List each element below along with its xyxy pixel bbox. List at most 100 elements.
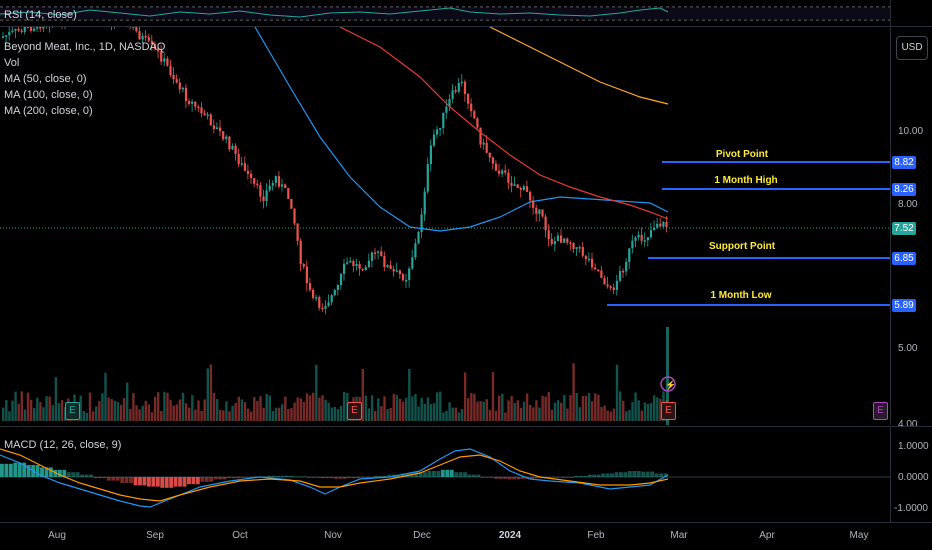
volume-bar xyxy=(560,402,563,421)
macd-histogram-bar xyxy=(316,477,321,478)
volume-bar xyxy=(188,407,191,421)
earnings-badge[interactable]: E xyxy=(65,402,80,420)
candle xyxy=(463,81,467,95)
candle xyxy=(597,269,600,271)
candle xyxy=(411,257,414,269)
symbol-legend[interactable]: Beyond Meat, Inc., 1D, NASDAQ xyxy=(4,41,166,53)
macd-histogram-bar xyxy=(605,473,610,477)
y-tick: 4.00 xyxy=(898,419,918,430)
macd-axis[interactable] xyxy=(890,427,932,522)
candle xyxy=(628,248,631,262)
macd-plot[interactable] xyxy=(0,427,890,522)
volume-bar xyxy=(498,395,501,421)
macd-histogram-bar xyxy=(173,477,178,487)
candle xyxy=(206,114,209,116)
volume-bar xyxy=(5,400,8,421)
volume-bar xyxy=(501,393,504,421)
candle xyxy=(17,28,20,31)
volume-bar xyxy=(206,368,209,421)
macd-histogram-bar xyxy=(507,477,512,480)
price-plot[interactable]: ⚡ xyxy=(0,6,890,429)
macd-histogram-bar xyxy=(102,477,107,479)
volume-bar xyxy=(556,400,560,421)
candle xyxy=(144,36,147,38)
candle xyxy=(132,26,135,28)
volume-bar xyxy=(411,396,414,421)
pane-separator[interactable] xyxy=(0,26,932,27)
volume-bar xyxy=(395,394,399,421)
ma200-legend[interactable]: MA (200, close, 0) xyxy=(4,105,93,117)
currency-button[interactable]: USD xyxy=(896,36,928,60)
earnings-badge[interactable]: E xyxy=(873,402,888,420)
time-axis[interactable] xyxy=(0,523,932,550)
rsi-plot xyxy=(0,6,890,21)
macd-histogram-bar xyxy=(369,477,374,478)
volume-bar xyxy=(401,401,405,421)
candle xyxy=(414,243,417,258)
macd-histogram-bar xyxy=(489,477,494,478)
volume-bar xyxy=(591,401,594,421)
pane-separator[interactable] xyxy=(0,426,932,427)
volume-bar xyxy=(507,400,510,421)
candle xyxy=(662,222,665,227)
volume-bar xyxy=(262,407,265,421)
volume-bar xyxy=(405,397,408,421)
macd-histogram-bar xyxy=(454,472,459,477)
volume-bar xyxy=(11,400,14,421)
candle xyxy=(550,239,553,245)
volume-legend[interactable]: Vol xyxy=(4,57,20,69)
macd-histogram-bar xyxy=(17,462,22,477)
macd-histogram-bar xyxy=(325,477,329,479)
volume-bar xyxy=(436,392,439,421)
volume-bar xyxy=(457,412,461,421)
volume-bar xyxy=(91,411,95,421)
volume-bar xyxy=(48,396,51,421)
x-tick: Mar xyxy=(670,530,688,541)
pivot-point-label: Pivot Point xyxy=(715,149,769,160)
candle xyxy=(20,30,23,33)
volume-bar xyxy=(20,391,23,421)
volume-bar xyxy=(513,402,516,421)
earnings-badge[interactable]: E xyxy=(661,402,676,420)
volume-bar xyxy=(423,403,426,421)
month-high-label: 1 Month High xyxy=(714,175,778,186)
rsi-axis xyxy=(890,0,932,26)
volume-bar xyxy=(160,411,163,421)
ma100-legend[interactable]: MA (100, close, 0) xyxy=(4,89,93,101)
volume-bar xyxy=(612,408,616,421)
macd-label[interactable]: MACD (12, 26, close, 9) xyxy=(4,439,122,451)
volume-bar xyxy=(45,396,48,421)
macd-histogram-bar xyxy=(124,477,129,483)
candle xyxy=(609,286,612,288)
volume-bar xyxy=(392,393,395,421)
price-pane[interactable]: ⚡ Beyond Meat, Inc., 1D, NASDAQ Vol MA (… xyxy=(0,6,890,429)
candle xyxy=(426,164,429,192)
candle xyxy=(271,182,274,186)
month-high-price-tag: 8.26 xyxy=(892,183,916,196)
volume-bar xyxy=(460,409,464,421)
volume-bar xyxy=(271,410,275,421)
y-tick: 10.00 xyxy=(898,126,924,137)
candle xyxy=(246,170,250,174)
volume-bar xyxy=(14,391,17,421)
rsi-line xyxy=(0,7,669,18)
macd-histogram-bar xyxy=(659,473,663,477)
macd-histogram-bar xyxy=(431,471,436,477)
candle xyxy=(36,20,39,29)
ma50-legend[interactable]: MA (50, close, 0) xyxy=(4,73,87,85)
macd-histogram-bar xyxy=(0,463,4,477)
x-tick: Dec xyxy=(413,530,431,541)
earnings-badge[interactable]: E xyxy=(347,402,362,420)
volume-bar xyxy=(374,410,377,421)
volume-bar xyxy=(33,408,36,421)
candle xyxy=(228,136,231,150)
volume-bar xyxy=(578,407,581,421)
volume-bar xyxy=(522,401,526,421)
volume-bar xyxy=(60,400,64,421)
candle xyxy=(209,114,212,126)
volume-bar xyxy=(615,364,619,421)
candle xyxy=(578,247,581,249)
candle xyxy=(398,270,401,275)
volume-bar xyxy=(113,400,116,421)
macd-pane[interactable]: MACD (12, 26, close, 9) xyxy=(0,427,890,522)
